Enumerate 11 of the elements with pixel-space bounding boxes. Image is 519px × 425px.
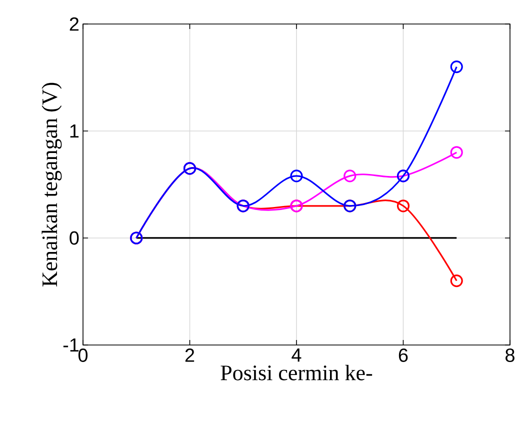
y-tick-label: 2 [70,17,79,31]
x-tick-label: 6 [398,348,408,362]
y-tick-label: 0 [70,231,79,245]
x-tick-label: 8 [506,348,514,362]
x-tick-label: 4 [292,348,302,362]
y-axis-title: Kenaikan tegangan (V) [42,82,62,286]
x-axis-title: Posisi cermin ke- [220,364,372,380]
y-tick-label: -1 [63,338,79,352]
y-tick-label: 1 [70,124,79,138]
x-tick-label: 0 [78,348,88,362]
x-tick-label: 2 [185,348,194,362]
